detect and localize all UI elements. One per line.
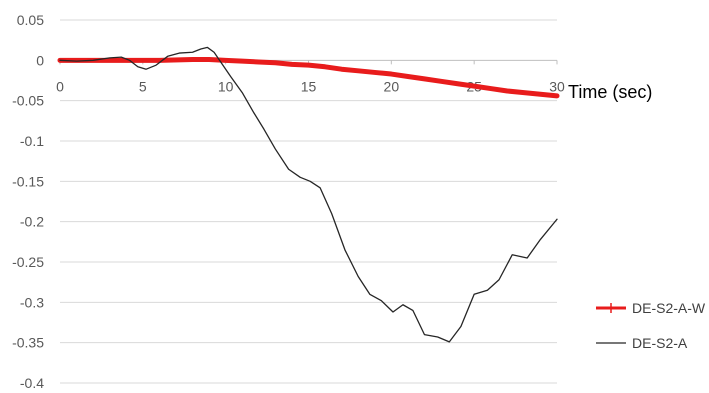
x-tick-label: 5 [139,78,147,94]
legend: DE-S2-A-W DE-S2-A [596,300,706,351]
y-tick-label: -0.15 [12,173,44,189]
x-tick-label: 10 [218,78,234,94]
legend-item-de-s2-a: DE-S2-A [596,335,688,351]
series-layer [57,46,560,343]
gridlines [60,19,557,384]
y-tick-label: -0.3 [20,294,44,310]
x-tick-label: 30 [549,78,565,94]
x-tick-label: 20 [384,78,400,94]
legend-label: DE-S2-A-W [632,300,706,316]
legend-item-de-s2-a-w: DE-S2-A-W [596,300,706,316]
x-tick-label: 0 [56,78,64,94]
y-tick-label: 0.05 [17,12,44,28]
x-axis-title: Time (sec) [568,82,652,102]
y-axis-ticks: 0.05 0 -0.05 -0.1 -0.15 -0.2 -0.25 -0.3 -0.35 -0.… [12,12,44,391]
y-tick-label: -0.2 [20,214,44,230]
series-line-de-s2-a [59,46,558,343]
y-tick-label: -0.25 [12,254,44,270]
y-tick-label: -0.4 [20,375,44,391]
y-tick-label: -0.05 [12,93,44,109]
y-tick-label: 0 [36,52,44,68]
series-line-de-s2-a-w [57,57,560,99]
x-tick-label: 15 [301,78,317,94]
y-tick-label: -0.35 [12,335,44,351]
y-tick-label: -0.1 [20,133,44,149]
legend-label: DE-S2-A [632,335,688,351]
